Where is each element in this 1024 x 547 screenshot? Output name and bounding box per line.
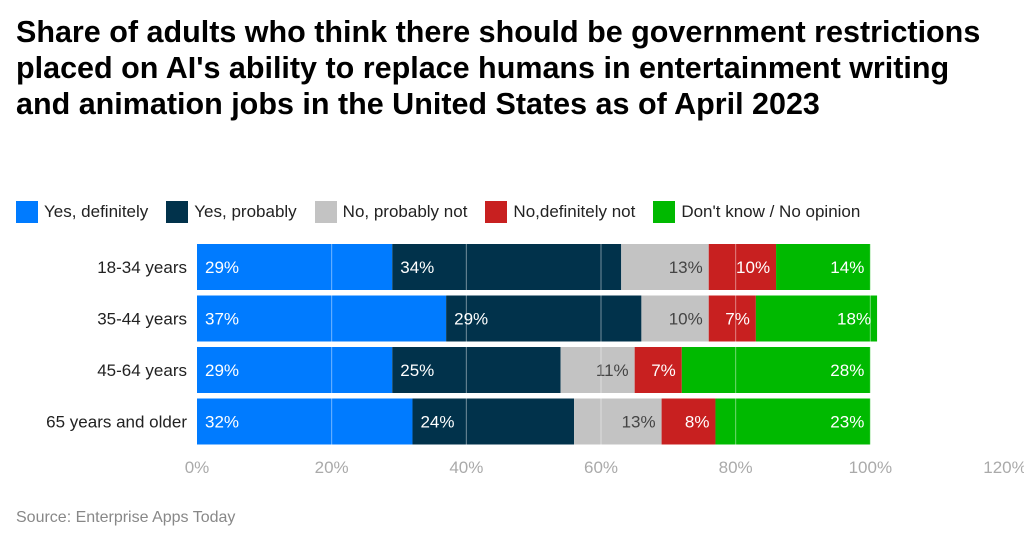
category-label: 18-34 years: [97, 258, 187, 277]
data-label: 25%: [400, 361, 434, 380]
data-label: 29%: [205, 258, 239, 277]
bar-segment: [197, 398, 413, 445]
x-tick-label: 80%: [719, 458, 753, 477]
data-label: 37%: [205, 310, 239, 329]
legend-swatch: [166, 201, 189, 223]
data-label: 11%: [596, 361, 629, 380]
legend-swatch: [314, 201, 337, 223]
data-label: 8%: [685, 413, 710, 432]
data-label: 13%: [622, 413, 656, 432]
x-tick-label: 40%: [449, 458, 483, 477]
bar-segment: [621, 244, 709, 290]
legend-swatch: [16, 201, 38, 223]
legend-label: No,definitely not: [513, 202, 636, 221]
bar-segment: [197, 244, 393, 290]
bar-segment: [446, 295, 642, 342]
x-tick-label: 20%: [315, 458, 349, 477]
bar-segment: [392, 347, 561, 393]
data-label: 10%: [736, 258, 770, 277]
bar-segment: [708, 244, 777, 290]
legend-label: Yes, definitely: [44, 202, 149, 221]
bar-segment: [708, 295, 756, 342]
bar-segment: [574, 398, 662, 445]
bar-segment: [392, 244, 622, 290]
bar-segment: [197, 347, 393, 393]
legend: Yes, definitely Yes, probably No, probably…: [16, 201, 860, 223]
bar-segment: [560, 347, 635, 393]
x-tick-label: 0%: [185, 458, 210, 477]
bar-segment: [197, 295, 447, 342]
data-label: 7%: [651, 361, 676, 380]
legend-item: No,definitely not: [485, 201, 635, 223]
category-label: 45-64 years: [97, 361, 187, 380]
legend-swatch: [653, 201, 676, 223]
x-tick-label: 60%: [584, 458, 618, 477]
data-label: 13%: [669, 258, 703, 277]
legend-label: No, probably not: [342, 202, 468, 221]
chart-title: Share of adults who think there should b…: [16, 15, 981, 121]
bar-segment: [755, 295, 878, 342]
source-note: Source: Enterprise Apps Today: [16, 509, 236, 526]
data-label: 28%: [830, 361, 864, 380]
legend-label: Yes, probably: [194, 202, 297, 221]
data-label: 24%: [420, 413, 454, 432]
bar-segment: [412, 398, 575, 445]
data-label: 23%: [830, 413, 864, 432]
bar-segment: [681, 347, 871, 393]
legend-item: Don't know / No opinion: [653, 201, 860, 223]
bar-segment: [776, 244, 871, 290]
category-label: 65 years and older: [46, 413, 187, 432]
legend-item: No, probably not: [314, 201, 468, 223]
bar-segment: [634, 347, 682, 393]
bar-segment: [715, 398, 871, 445]
legend-item: Yes, definitely: [16, 201, 148, 223]
x-tick-label: 100%: [849, 458, 892, 477]
bar-segment: [661, 398, 716, 445]
legend-swatch: [485, 201, 508, 223]
legend-label: Don't know / No opinion: [681, 202, 861, 221]
x-tick-label: 120%: [983, 458, 1024, 477]
category-label: 35-44 years: [97, 310, 187, 329]
data-label: 32%: [205, 413, 239, 432]
data-label: 34%: [400, 258, 434, 277]
data-label: 14%: [830, 258, 864, 277]
data-label: 7%: [725, 310, 750, 329]
data-label: 18%: [837, 310, 871, 329]
data-label: 10%: [669, 310, 703, 329]
data-label: 29%: [205, 361, 239, 380]
legend-item: Yes, probably: [166, 201, 297, 223]
bar-segment: [641, 295, 709, 342]
data-label: 29%: [454, 310, 488, 329]
